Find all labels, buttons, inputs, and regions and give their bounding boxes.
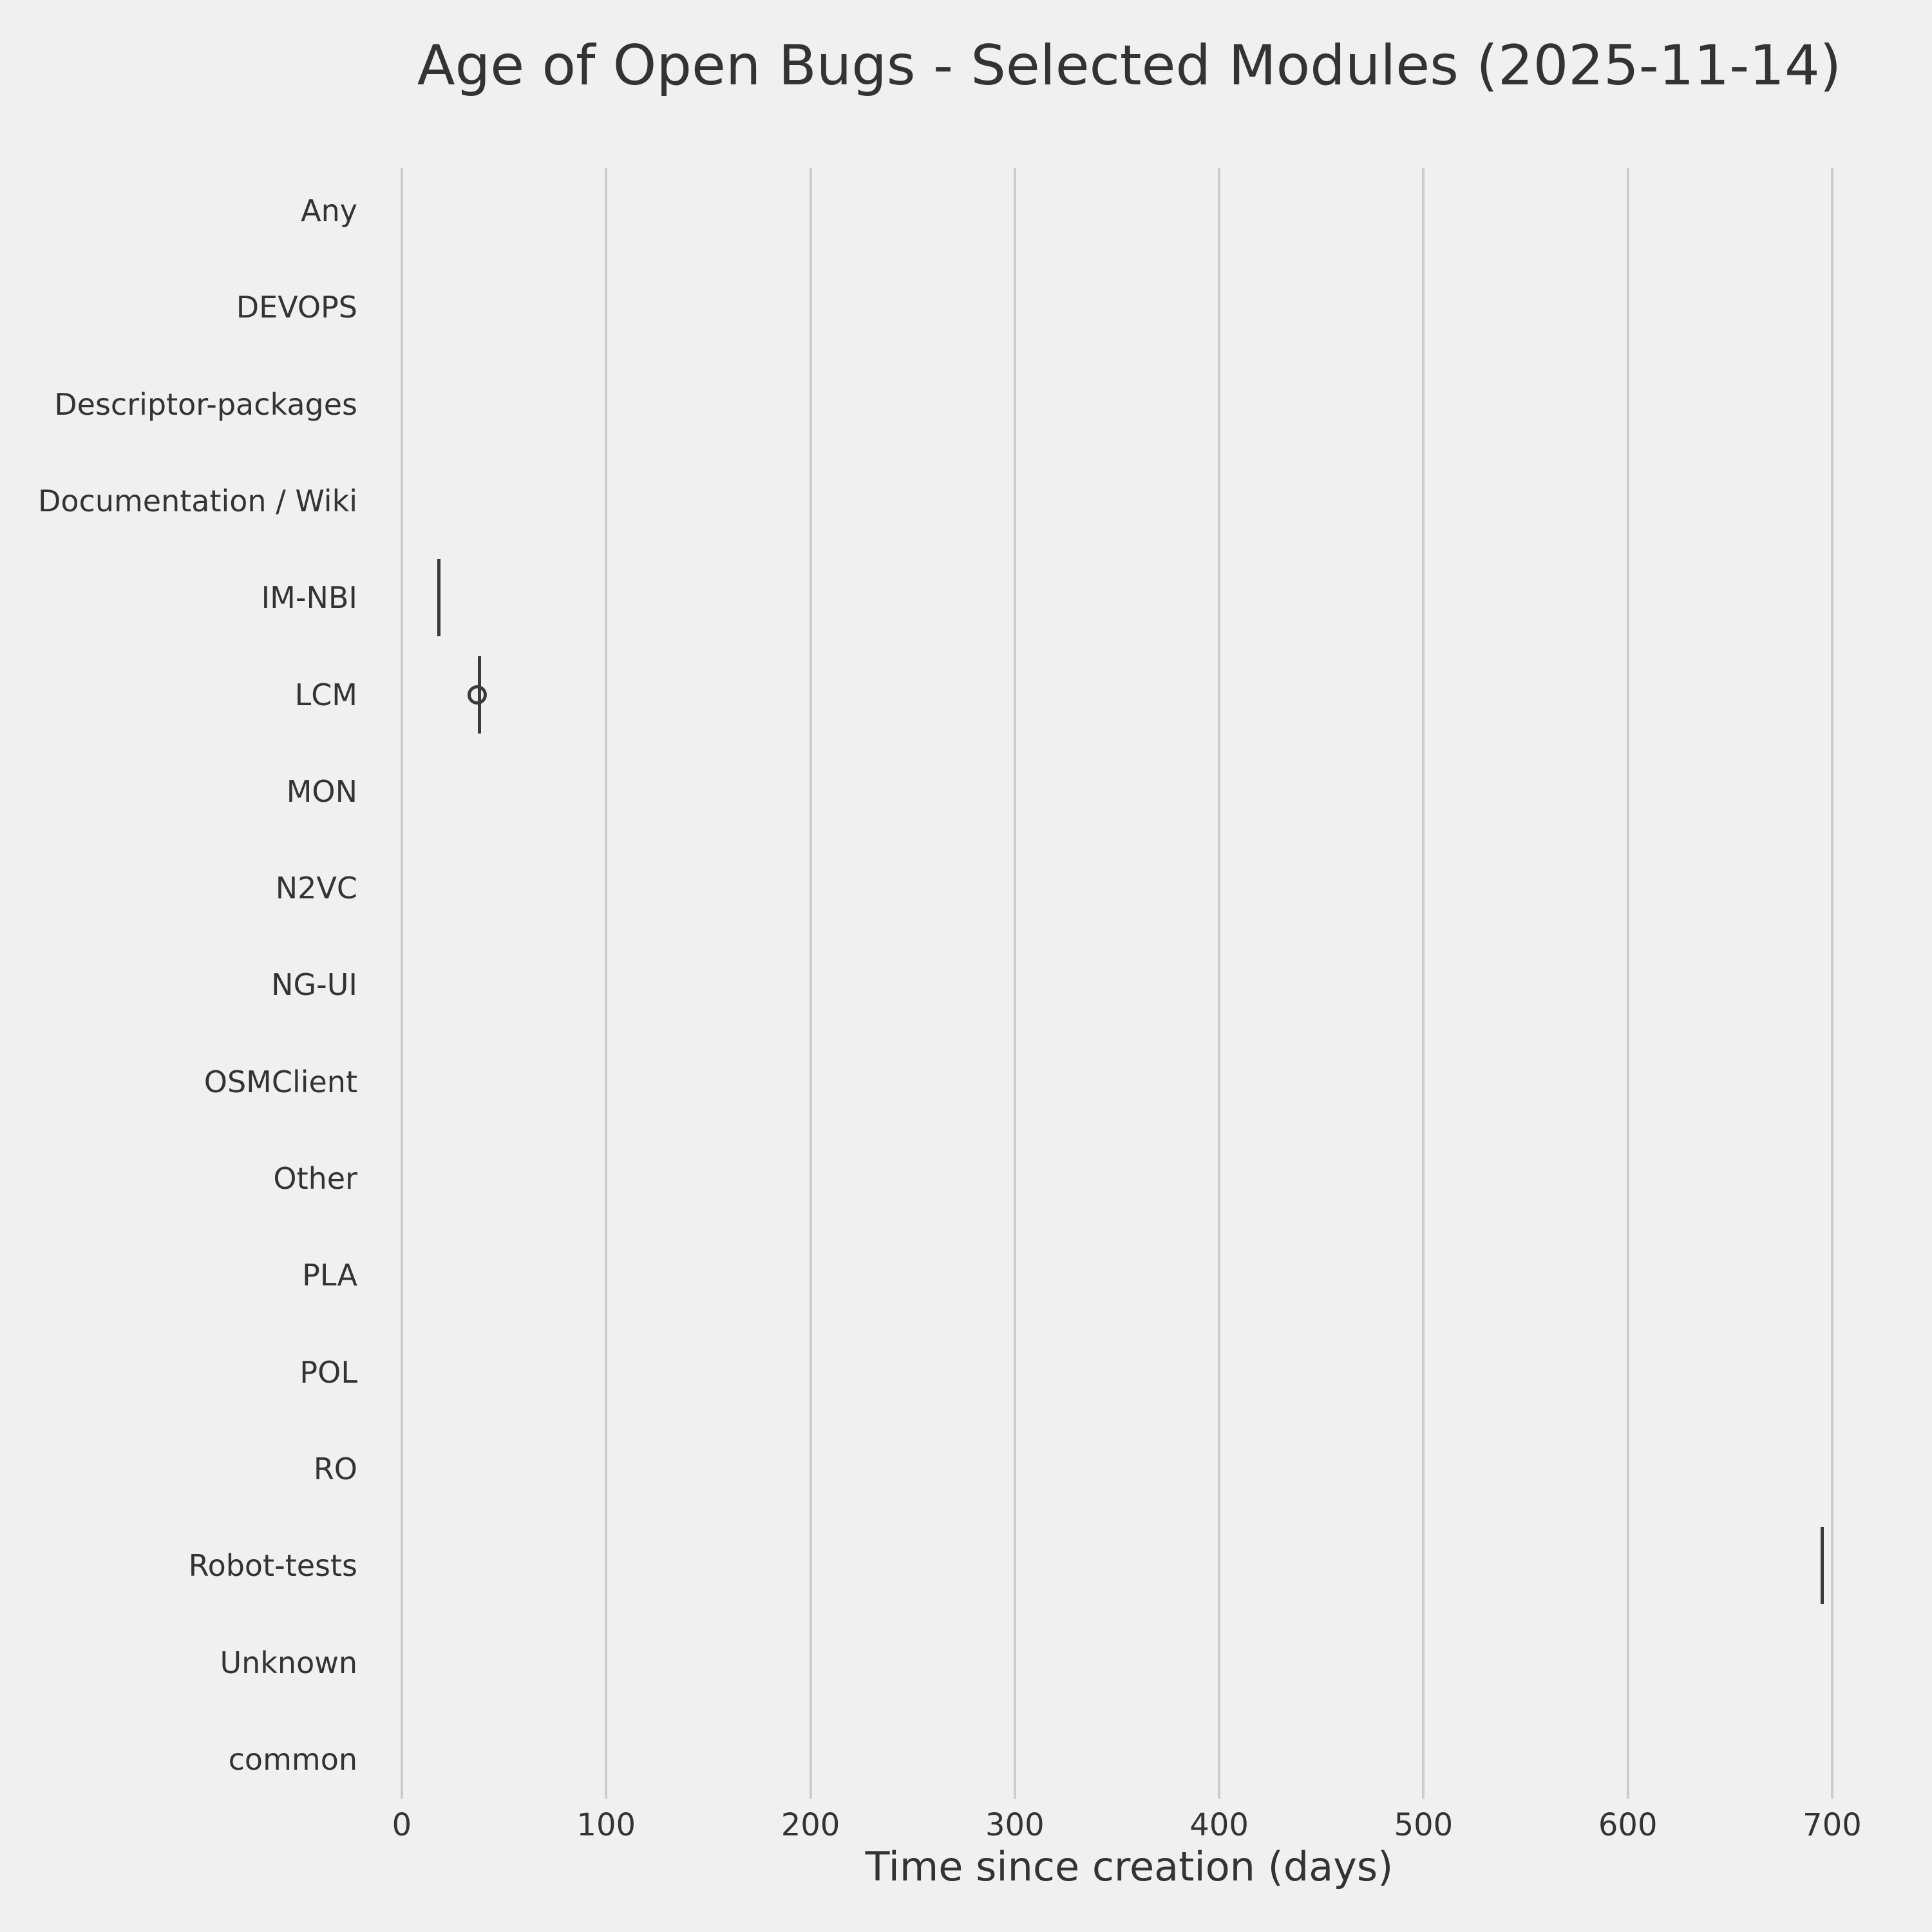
y-category-label: OSMClient [204,1064,357,1099]
y-category-label: LCM [294,677,357,712]
y-category-label: Any [301,193,357,228]
y-category-label: Other [273,1161,357,1196]
x-tick-label-200: 200 [781,1807,840,1843]
y-category-label: RO [313,1451,357,1486]
y-category-label: N2VC [275,871,357,906]
outlier-circle-lcm [468,685,488,705]
y-category-label: PLA [302,1258,357,1293]
y-category-label: NG-UI [271,967,357,1003]
y-category-label: MON [286,773,357,809]
chart-title: Age of Open Bugs - Selected Modules (202… [417,33,1842,98]
x-axis-label: Time since creation (days) [865,1843,1394,1890]
gridline-x-0 [400,168,403,1799]
x-tick-label-700: 700 [1803,1807,1862,1843]
gridline-x-100 [605,168,608,1799]
y-category-label: POL [299,1354,357,1390]
x-tick-label-600: 600 [1598,1807,1658,1843]
y-category-label: DEVOPS [236,290,357,325]
x-tick-label-400: 400 [1189,1807,1249,1843]
x-tick-label-500: 500 [1394,1807,1454,1843]
x-tick-label-100: 100 [576,1807,636,1843]
gridline-x-600 [1626,168,1629,1799]
x-tick-label-300: 300 [985,1807,1045,1843]
x-tick-label-0: 0 [392,1807,412,1843]
boxplot-mark-im-nbi [437,559,440,637]
y-category-label: Robot-tests [188,1548,357,1584]
y-category-label: Documentation / Wiki [37,483,357,518]
gridline-x-200 [809,168,812,1799]
y-category-label: common [228,1741,357,1777]
y-category-label: Unknown [220,1645,357,1680]
gridline-x-300 [1013,168,1016,1799]
boxplot-mark-robot-tests [1820,1527,1824,1605]
gridline-x-500 [1422,168,1425,1799]
gridline-x-700 [1830,168,1833,1799]
y-category-label: IM-NBI [261,580,357,616]
gridline-x-400 [1218,168,1221,1799]
y-category-label: Descriptor-packages [54,386,357,422]
